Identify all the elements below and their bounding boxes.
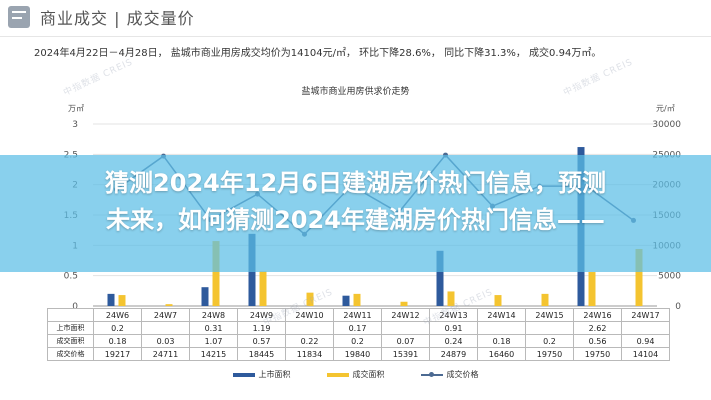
legend-item: 成交面积 — [326, 369, 385, 380]
data-label: 19750 — [525, 347, 574, 361]
data-label — [381, 321, 430, 335]
category-label: 24W11 — [333, 308, 382, 322]
deal-bar — [212, 241, 220, 306]
data-label: 1.07 — [189, 334, 238, 348]
table-header-row: 24W6 24W7 24W8 24W9 24W10 24W11 24W12 24W13 24W1… — [47, 308, 670, 322]
data-label: 0.17 — [333, 321, 382, 335]
legend-swatch — [326, 372, 349, 377]
deal-bar — [118, 295, 126, 306]
deal-bar — [259, 271, 267, 306]
table-row-label: 上市面积 — [47, 321, 94, 335]
deal-bar — [306, 292, 314, 306]
legend-item: 上市面积 — [232, 369, 291, 380]
data-label: 15391 — [381, 347, 430, 361]
data-label: 0.03 — [141, 334, 190, 348]
y-tick-label: 0.5 — [64, 272, 78, 282]
data-label — [477, 321, 526, 335]
headline-line-2: 未来，如何猜测2024年建湖房价热门信息—— — [106, 206, 605, 234]
supply-bar — [107, 293, 115, 306]
data-label — [525, 321, 574, 335]
category-label: 24W16 — [573, 308, 622, 322]
deal-bar — [494, 295, 502, 306]
data-label: 14104 — [621, 347, 670, 361]
legend-item: 成交价格 — [420, 369, 479, 380]
data-label: 0.94 — [621, 334, 670, 348]
headline-line-1: 猜测2024年12月6日建湖房价热门信息，预测 — [105, 169, 606, 197]
header-divider — [0, 36, 711, 37]
data-label: 24879 — [429, 347, 478, 361]
deal-bar — [400, 301, 408, 306]
data-label: 0.56 — [573, 334, 622, 348]
legend-label: 上市面积 — [258, 370, 291, 379]
y2-tick-label: 30000 — [652, 120, 681, 130]
legend-label: 成交面积 — [352, 370, 385, 379]
supply-bar — [436, 250, 444, 306]
deal-bar — [588, 272, 596, 306]
data-label — [141, 321, 190, 335]
category-label: 24W7 — [141, 308, 190, 322]
data-label: 0.57 — [237, 334, 286, 348]
data-label: 0.22 — [285, 334, 334, 348]
data-label: 18445 — [237, 347, 286, 361]
data-label: 24711 — [141, 347, 190, 361]
data-label: 0.18 — [477, 334, 526, 348]
y-tick-label: 0 — [72, 302, 78, 312]
legend-swatch — [420, 371, 443, 377]
report-logo-icon — [8, 6, 30, 28]
data-label: 11834 — [285, 347, 334, 361]
report-header: 商业成交 | 成交量价 — [0, 0, 711, 40]
data-label: 0.31 — [189, 321, 238, 335]
supply-bar — [342, 295, 350, 306]
data-label — [621, 321, 670, 335]
table-row: 上市面积 0.2 0.31 1.19 0.17 0.91 2.62 — [47, 321, 670, 335]
table-row: 成交面积 0.18 0.03 1.07 0.57 0.22 0.2 0.07 0.24 0.18 0… — [47, 334, 670, 348]
deal-bar — [635, 248, 643, 306]
data-label: 2.62 — [573, 321, 622, 335]
deal-bar — [165, 304, 173, 306]
data-label: 19750 — [573, 347, 622, 361]
data-label: 0.18 — [93, 334, 142, 348]
category-label: 24W15 — [525, 308, 574, 322]
y2-tick-label: 0 — [675, 302, 681, 312]
data-label: 16460 — [477, 347, 526, 361]
table-row-label: 成交面积 — [47, 334, 94, 348]
section-title: 商业成交 | 成交量价 — [40, 9, 195, 28]
data-label: 19840 — [333, 347, 382, 361]
data-label: 1.19 — [237, 321, 286, 335]
table-row: 成交价格 19217 24711 14215 18445 11834 19840 15391 2… — [47, 347, 670, 361]
y2-tick-label: 5000 — [658, 272, 681, 282]
category-label: 24W6 — [93, 308, 142, 322]
data-label: 0.24 — [429, 334, 478, 348]
chart-data-table: 24W6 24W7 24W8 24W9 24W10 24W11 24W12 24W13 24W1… — [47, 308, 670, 361]
data-label: 0.07 — [381, 334, 430, 348]
data-label — [285, 321, 334, 335]
legend-swatch — [232, 372, 255, 377]
data-label: 19217 — [93, 347, 142, 361]
data-label: 0.2 — [525, 334, 574, 348]
legend-label: 成交价格 — [446, 370, 479, 379]
table-row-label: 成交价格 — [47, 347, 94, 361]
data-label: 0.2 — [93, 321, 142, 335]
summary-text: 2024年4月22日－4月28日， 盐城市商业用房成交均价为14104元/㎡， … — [34, 48, 602, 59]
supply-bar — [201, 287, 209, 306]
chart-title: 盐城市商业用房供求价走势 — [301, 87, 410, 97]
right-axis-unit: 元/㎡ — [656, 104, 675, 113]
table-corner-cell — [47, 308, 94, 322]
headline[interactable]: 猜测2024年12月6日建湖房价热门信息，预测 未来，如何猜测2024年建湖房价… — [0, 165, 711, 239]
headline-banner — [0, 155, 711, 272]
category-label: 24W14 — [477, 308, 526, 322]
category-label: 24W8 — [189, 308, 238, 322]
left-axis-unit: 万㎡ — [68, 104, 84, 113]
data-label: 0.2 — [333, 334, 382, 348]
data-label: 14215 — [189, 347, 238, 361]
chart-legend: 上市面积 成交面积 成交价格 — [0, 369, 711, 380]
category-label: 24W17 — [621, 308, 670, 322]
deal-bar — [447, 291, 455, 306]
deal-bar — [353, 293, 361, 306]
deal-bar — [541, 293, 549, 306]
y-tick-label: 3 — [72, 120, 78, 130]
